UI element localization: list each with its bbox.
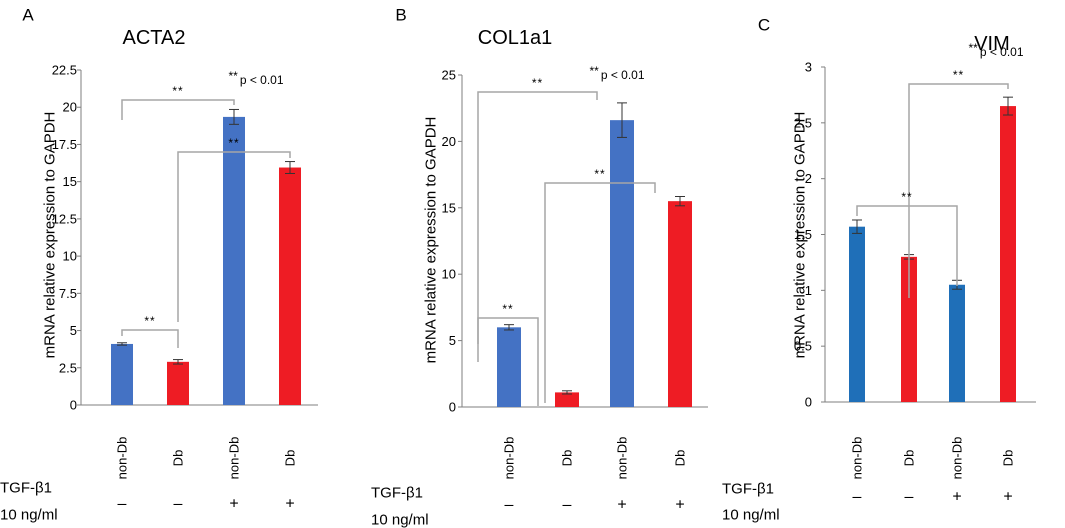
bar-non-db-3	[610, 120, 634, 407]
category-label: Db	[902, 450, 917, 467]
bar-db-2	[167, 362, 189, 405]
y-tick-label: 0	[449, 400, 456, 415]
y-axis-label: mRNA relative expression to GAPDH	[792, 112, 809, 359]
treatment-sign: –	[174, 496, 183, 513]
significance-bracket: **	[545, 167, 655, 403]
y-tick-label: 5	[449, 333, 456, 348]
significance-stars: **	[901, 190, 912, 204]
p-note-text: p < 0.01	[240, 73, 284, 87]
y-tick-label: 10	[442, 267, 456, 282]
y-tick-label: 3	[805, 60, 812, 75]
significance-stars: **	[144, 314, 155, 328]
category-label: Db	[283, 450, 298, 467]
category-label: non-Db	[950, 437, 965, 480]
bar-non-db-1	[849, 227, 865, 402]
treatment-label: TGF-β1	[722, 481, 774, 498]
bracket-line	[545, 183, 655, 403]
treatment-sign: +	[1003, 489, 1012, 506]
significance-stars: **	[172, 84, 183, 98]
category-label: Db	[673, 450, 688, 467]
category-label: non-Db	[615, 437, 630, 480]
treatment-sign: –	[118, 496, 127, 513]
significance-stars: **	[594, 167, 605, 181]
significance-bracket: **	[122, 314, 178, 348]
p-note-stars: **	[228, 69, 238, 83]
y-tick-label: 0	[805, 395, 812, 410]
panel-letter: C	[758, 16, 770, 35]
treatment-dose: 10 ng/ml	[371, 512, 429, 528]
chart-title: ACTA2	[123, 27, 186, 49]
bar-non-db-3	[223, 117, 245, 405]
bar-db-4	[1000, 106, 1016, 402]
y-tick-label: 10	[63, 249, 77, 264]
chart-title: COL1a1	[478, 27, 553, 49]
treatment-label: TGF-β1	[0, 480, 52, 497]
y-tick-label: 22.5	[52, 63, 77, 78]
significance-stars: **	[502, 302, 513, 316]
significance-stars: **	[228, 136, 239, 150]
p-note-text: p < 0.01	[980, 45, 1024, 59]
category-label: non-Db	[115, 437, 130, 480]
y-axis-label: mRNA relative expression to GAPDH	[42, 112, 59, 359]
category-label: non-Db	[850, 437, 865, 480]
y-tick-label: 5	[70, 323, 77, 338]
treatment-dose: 10 ng/ml	[0, 507, 58, 524]
bar-db-4	[279, 168, 301, 405]
chart-panel-b: B COL1a1 0 5 10 15 20 25 mRNA relative expressio…	[371, 6, 708, 528]
p-note-stars: **	[968, 41, 978, 55]
p-value-note: ** p < 0.01	[589, 64, 644, 82]
bar-non-db-3	[949, 285, 965, 402]
y-tick-label: 15	[442, 200, 456, 215]
chart-panel-a: A ACTA2 0 2.5 5 7.5 10 12.5 15 17.5 20 22.5 mRNA rel…	[0, 6, 318, 524]
y-tick-label: 2.5	[59, 360, 77, 375]
y-tick-label: 25	[442, 68, 456, 83]
bar-non-db-1	[497, 327, 521, 407]
p-value-note: ** p < 0.01	[228, 69, 283, 87]
treatment-sign: +	[952, 489, 961, 506]
category-label: non-Db	[502, 437, 517, 480]
bar-non-db-1	[111, 344, 133, 405]
category-label: non-Db	[227, 437, 242, 480]
treatment-sign: +	[617, 497, 626, 514]
treatment-sign: +	[285, 496, 294, 513]
bracket-line	[909, 84, 1008, 298]
treatment-sign: –	[563, 497, 572, 514]
y-tick-label: 20	[63, 100, 77, 115]
chart-panel-c: C VIM 0 0.5 1 1.5 2 2.5 3 mRNA relative expressio…	[722, 16, 1036, 524]
y-axis-label: mRNA relative expression to GAPDH	[423, 117, 440, 364]
significance-stars: **	[532, 76, 543, 90]
y-tick-label: 15	[63, 174, 77, 189]
treatment-label: TGF-β1	[371, 485, 423, 502]
category-label: Db	[1001, 450, 1016, 467]
significance-bracket: **	[122, 84, 234, 120]
treatment-sign: +	[229, 496, 238, 513]
category-label: Db	[560, 450, 575, 467]
significance-bracket: **	[909, 68, 1008, 298]
bar-db-2	[555, 392, 579, 407]
panel-letter: B	[395, 6, 406, 25]
treatment-sign: –	[853, 489, 862, 506]
y-tick-label: 0	[70, 398, 77, 413]
category-label: Db	[171, 450, 186, 467]
treatment-sign: +	[675, 497, 684, 514]
treatment-sign: –	[905, 489, 914, 506]
p-note-stars: **	[589, 64, 599, 78]
panel-letter: A	[22, 6, 34, 25]
figure: AACTA202.557.51012.51517.52022.5mRNA rel…	[0, 0, 1065, 528]
bracket-line	[122, 100, 234, 120]
p-note-text: p < 0.01	[601, 68, 645, 82]
significance-stars: **	[953, 68, 964, 82]
y-tick-label: 7.5	[59, 286, 77, 301]
bar-db-4	[668, 201, 692, 407]
treatment-sign: –	[505, 497, 514, 514]
y-tick-label: 20	[442, 134, 456, 149]
treatment-dose: 10 ng/ml	[722, 507, 780, 524]
